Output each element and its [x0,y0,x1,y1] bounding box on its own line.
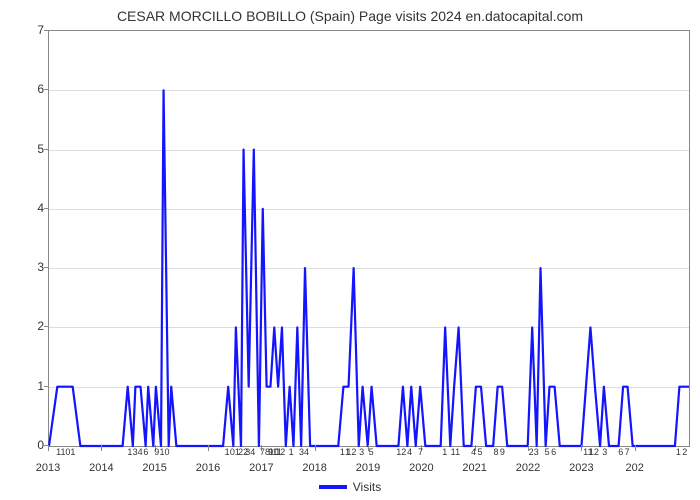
chart-title: CESAR MORCILLO BOBILLO (Spain) Page visi… [0,8,700,24]
x-minor-label: 3 [534,447,539,457]
x-minor-label: 34 [245,447,255,457]
x-minor-label: 11 [56,447,65,457]
legend-label: Visits [353,480,381,494]
x-minor-label: 2 [682,447,687,457]
x-minor-label: 7 [418,447,423,457]
y-tick-label: 7 [4,23,44,37]
y-tick-label: 1 [4,379,44,393]
x-year-label: 2022 [516,462,540,474]
x-year-label: 2020 [409,462,433,474]
x-year-tick [101,445,102,451]
x-minor-label: 8 [493,447,498,457]
x-year-label: 2023 [569,462,593,474]
x-year-label: 2018 [302,462,326,474]
legend-item-visits: Visits [319,480,381,494]
x-year-label: 2016 [196,462,220,474]
x-minor-label: 6 [618,447,623,457]
x-minor-label: 34 [133,447,143,457]
x-minor-label: 12 [396,447,406,457]
visits-path [49,90,689,446]
x-minor-label: 5 [545,447,550,457]
x-minor-label: 1 [455,447,460,457]
y-tick-label: 3 [4,260,44,274]
x-minor-label: 12 [275,447,285,457]
x-minor-label: 34 [299,447,309,457]
x-minor-label: 5 [477,447,482,457]
x-minor-label: 12 [346,447,356,457]
x-minor-label: 10 [159,447,169,457]
x-minor-label: 1 [676,447,681,457]
x-year-label: 202 [625,462,643,474]
plot-area [48,30,690,447]
y-tick-label: 4 [4,201,44,215]
chart-container: CESAR MORCILLO BOBILLO (Spain) Page visi… [0,0,700,500]
x-minor-label: 7 [625,447,630,457]
legend-swatch [319,485,347,489]
x-year-label: 2013 [36,462,60,474]
x-year-tick [635,445,636,451]
x-minor-label: 6 [551,447,556,457]
x-minor-label: 12 [589,447,599,457]
x-minor-label: 4 [407,447,412,457]
x-year-tick [315,445,316,451]
x-minor-label: 01 [65,447,75,457]
y-tick-label: 2 [4,319,44,333]
y-tick-label: 6 [4,82,44,96]
x-minor-label: 3 [602,447,607,457]
x-minor-label: 3 [359,447,364,457]
y-tick-label: 5 [4,142,44,156]
x-year-label: 2017 [249,462,273,474]
x-year-tick [48,445,49,451]
legend: Visits [0,476,700,494]
x-minor-label: 1 [442,447,447,457]
x-minor-label: 1 [289,447,294,457]
x-year-label: 2014 [89,462,113,474]
x-minor-label: 4 [471,447,476,457]
x-year-label: 2021 [462,462,486,474]
x-minor-label: 6 [143,447,148,457]
x-minor-label: 5 [369,447,374,457]
x-year-label: 2015 [142,462,166,474]
x-year-tick [208,445,209,451]
y-tick-label: 0 [4,438,44,452]
x-year-label: 2019 [356,462,380,474]
visits-line [49,31,689,446]
x-minor-label: 9 [500,447,505,457]
